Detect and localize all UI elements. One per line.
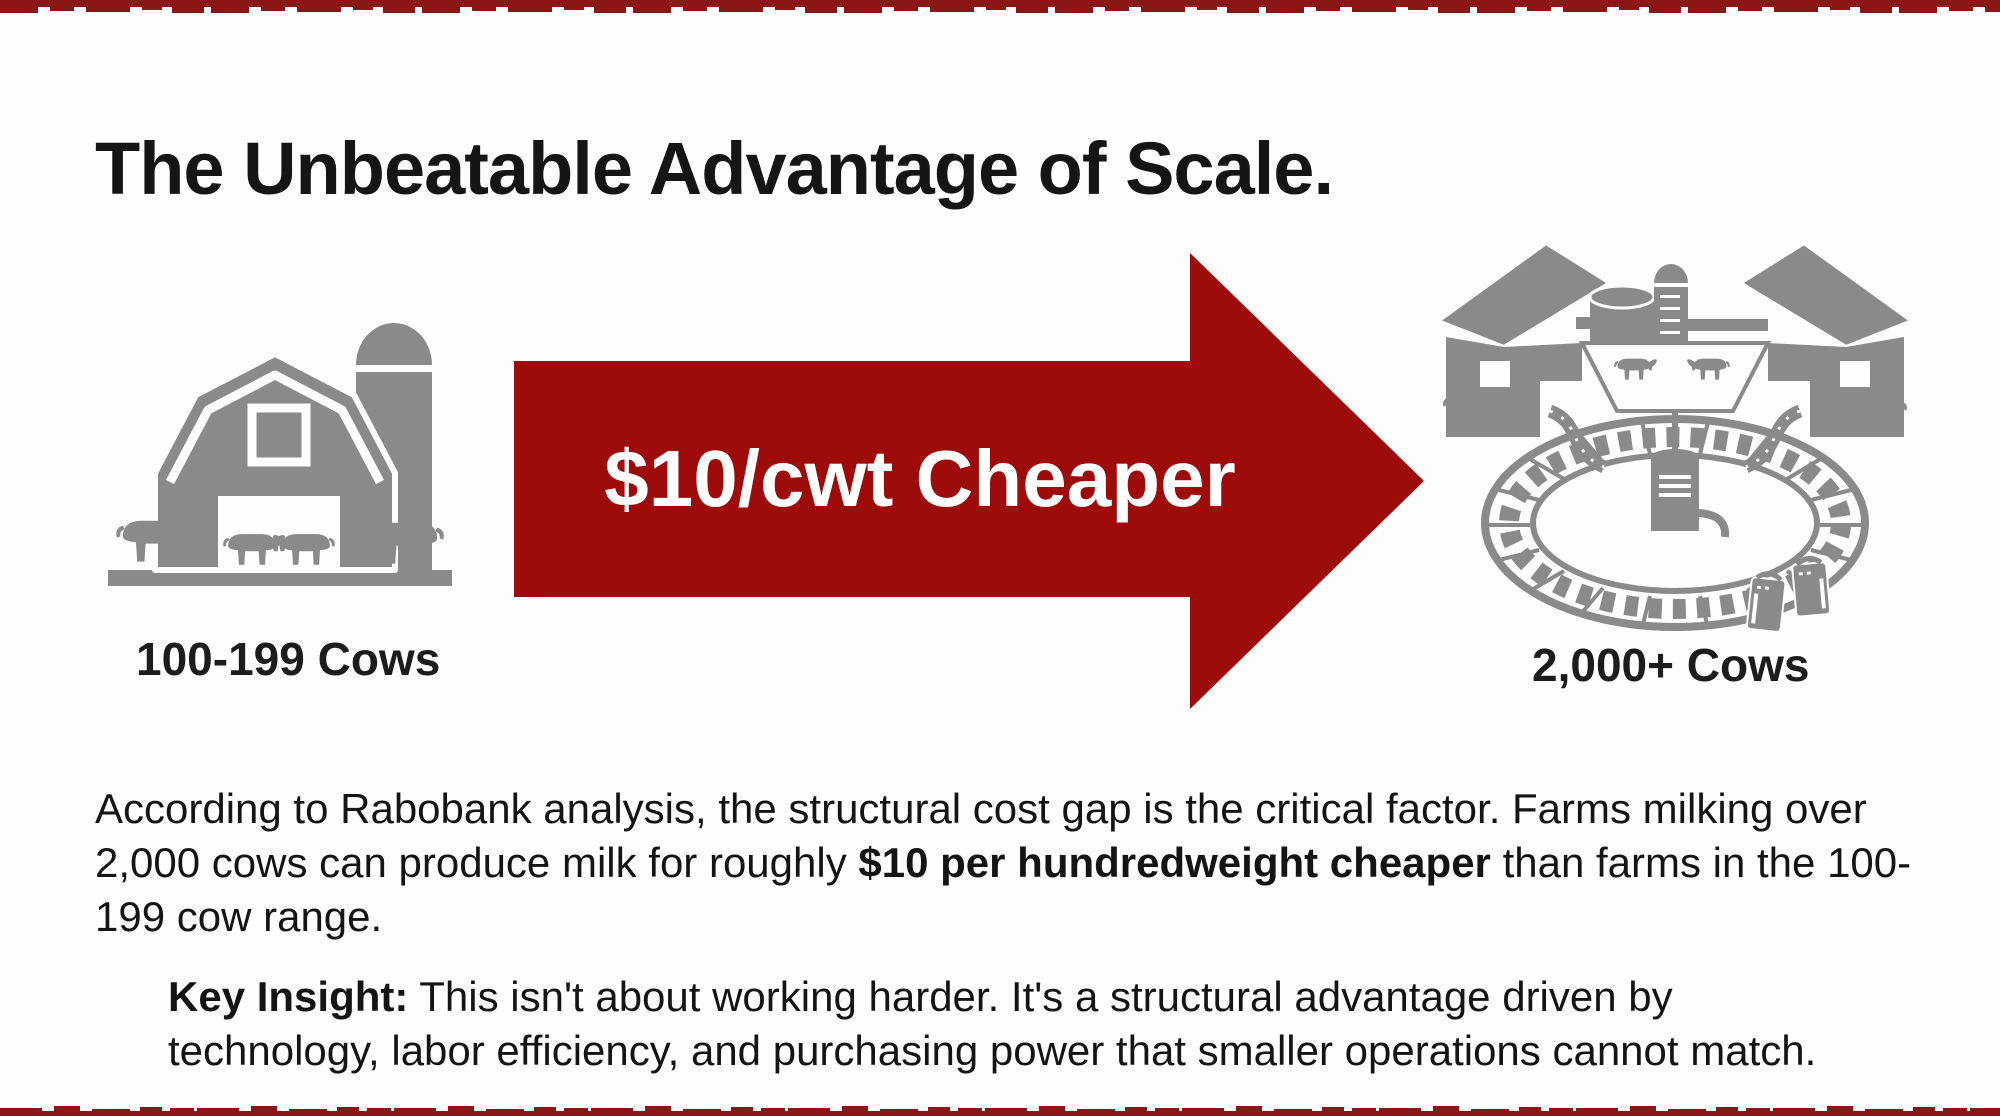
key-insight-paragraph: Key Insight: This isn't about working ha… bbox=[168, 970, 1828, 1078]
arrow-label: $10/cwt Cheaper bbox=[604, 434, 1236, 523]
analysis-text-post: than farms in the 100-199 cow range. bbox=[95, 839, 1912, 940]
key-insight-text: This isn't about working harder. It's a … bbox=[168, 973, 1817, 1074]
barn-icon bbox=[100, 268, 460, 603]
rotary-milking-parlor-icon bbox=[1430, 225, 1920, 645]
analysis-paragraph: According to Rabobank analysis, the stru… bbox=[95, 782, 1925, 944]
top-crop-strip bbox=[0, 0, 2000, 14]
bottom-crop-strip bbox=[0, 1106, 2000, 1116]
key-insight-label: Key Insight: bbox=[168, 973, 409, 1020]
left-label: 100-199 Cows bbox=[136, 633, 441, 685]
arrow-right bbox=[514, 253, 1440, 709]
page-title: The Unbeatable Advantage of Scale. bbox=[95, 126, 1334, 210]
analysis-text-pre: According to Rabobank analysis, the stru… bbox=[95, 785, 1867, 886]
right-label: 2,000+ Cows bbox=[1532, 639, 1810, 691]
analysis-text-bold: $10 per hundredweight cheaper bbox=[858, 839, 1491, 886]
